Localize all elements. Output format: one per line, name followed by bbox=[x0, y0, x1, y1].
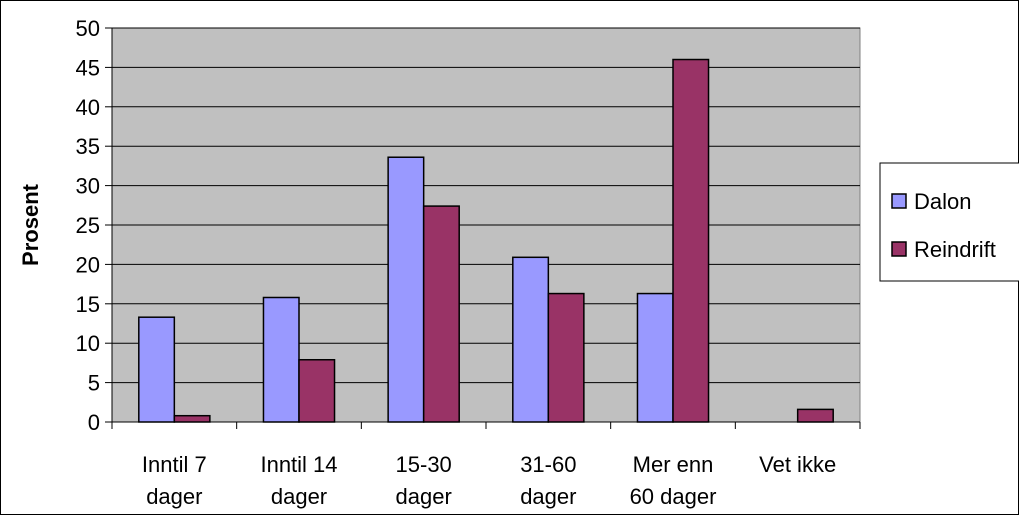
bar-dalon bbox=[636, 292, 674, 423]
legend-swatch-dalon bbox=[891, 193, 907, 209]
plot-area bbox=[111, 27, 861, 423]
legend-label-dalon: Dalon bbox=[914, 189, 971, 214]
bars bbox=[138, 58, 834, 423]
y-tick-label: 40 bbox=[76, 95, 100, 120]
x-tick-label: dager bbox=[520, 484, 576, 509]
x-tick-label: Vet ikke bbox=[759, 452, 836, 477]
bar-reindrift bbox=[422, 205, 460, 423]
y-axis-label: Prosent bbox=[18, 183, 43, 266]
legend-swatch-reindrift bbox=[891, 241, 907, 257]
bar-reindrift bbox=[672, 58, 710, 423]
x-tick-label: Inntil 14 bbox=[260, 452, 337, 477]
bar-dalon bbox=[512, 256, 550, 423]
x-tick-label: 31-60 bbox=[520, 452, 576, 477]
y-tick-label: 5 bbox=[88, 371, 100, 396]
y-tick-label: 15 bbox=[76, 292, 100, 317]
bar-dalon bbox=[138, 316, 176, 423]
y-tick-label: 30 bbox=[76, 174, 100, 199]
bar-reindrift bbox=[173, 414, 211, 423]
y-tick-label: 0 bbox=[88, 410, 100, 435]
bar-reindrift bbox=[298, 358, 336, 423]
legend-box bbox=[879, 162, 1019, 282]
x-tick-label: 15-30 bbox=[396, 452, 452, 477]
x-tick-label: Mer enn bbox=[633, 452, 714, 477]
bar-dalon bbox=[387, 156, 425, 423]
x-axis: Inntil 7 dager Inntil 14 dager 15-30 dager 31-… bbox=[111, 421, 861, 509]
y-tick-label: 45 bbox=[76, 55, 100, 80]
y-tick-label: 35 bbox=[76, 134, 100, 159]
x-tick-label: 60 dager bbox=[630, 484, 717, 509]
y-tick-label: 50 bbox=[76, 16, 100, 41]
x-tick-label: dager bbox=[396, 484, 452, 509]
x-tick-label: dager bbox=[271, 484, 327, 509]
y-tick-label: 10 bbox=[76, 331, 100, 356]
x-tick-label: dager bbox=[146, 484, 202, 509]
y-tick-label: 20 bbox=[76, 252, 100, 277]
y-axis: 0 5 10 15 20 25 30 35 40 45 50 bbox=[76, 16, 113, 435]
bar-reindrift bbox=[796, 408, 834, 423]
bar-reindrift bbox=[547, 292, 585, 423]
bar-dalon bbox=[262, 296, 300, 423]
y-tick-label: 25 bbox=[76, 213, 100, 238]
x-tick-label: Inntil 7 bbox=[142, 452, 207, 477]
legend: Dalon Reindrift bbox=[879, 162, 1019, 282]
legend-label-reindrift: Reindrift bbox=[914, 237, 996, 262]
